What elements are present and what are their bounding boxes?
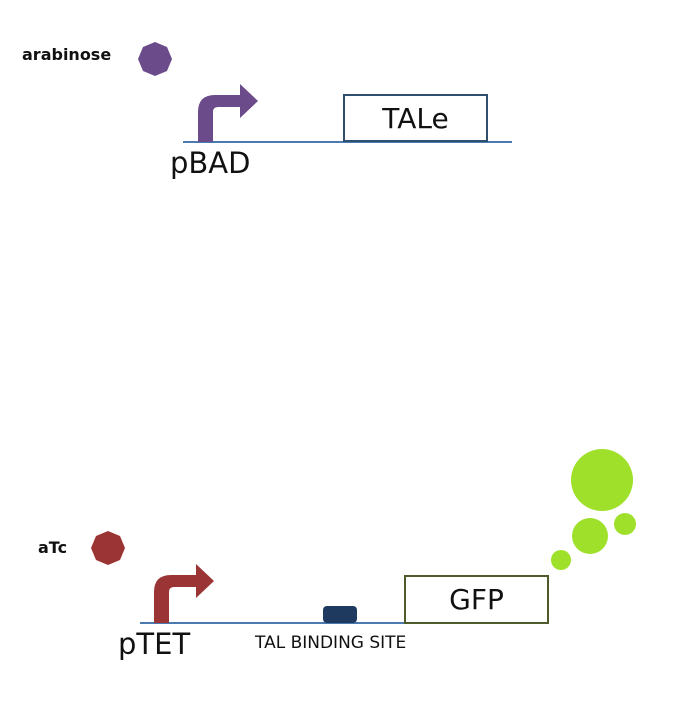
tal-binding-site-block [323, 606, 357, 623]
gfp-fluorescence-circle [551, 550, 571, 570]
tal-binding-site-label: TAL BINDING SITE [255, 633, 407, 653]
tale-gene-label: TALe [382, 101, 449, 135]
pbad-promoter-label: pBAD [170, 146, 251, 180]
arabinose-molecule-icon [138, 42, 172, 76]
atc-molecule-icon [91, 531, 125, 565]
tale-gene-box: TALe [343, 94, 488, 142]
gfp-fluorescence-circle [571, 449, 633, 511]
atc-label: aTc [38, 538, 68, 557]
ptet-promoter-arrow-icon [154, 564, 214, 623]
gfp-fluorescence-circle [572, 518, 608, 554]
gfp-gene-label: GFP [449, 583, 504, 616]
arabinose-label: arabinose [22, 45, 112, 64]
gfp-fluorescence-circle [614, 513, 636, 535]
ptet-promoter-label: pTET [118, 627, 191, 661]
gfp-gene-box: GFP [404, 575, 549, 624]
pbad-promoter-arrow-icon [198, 84, 258, 142]
